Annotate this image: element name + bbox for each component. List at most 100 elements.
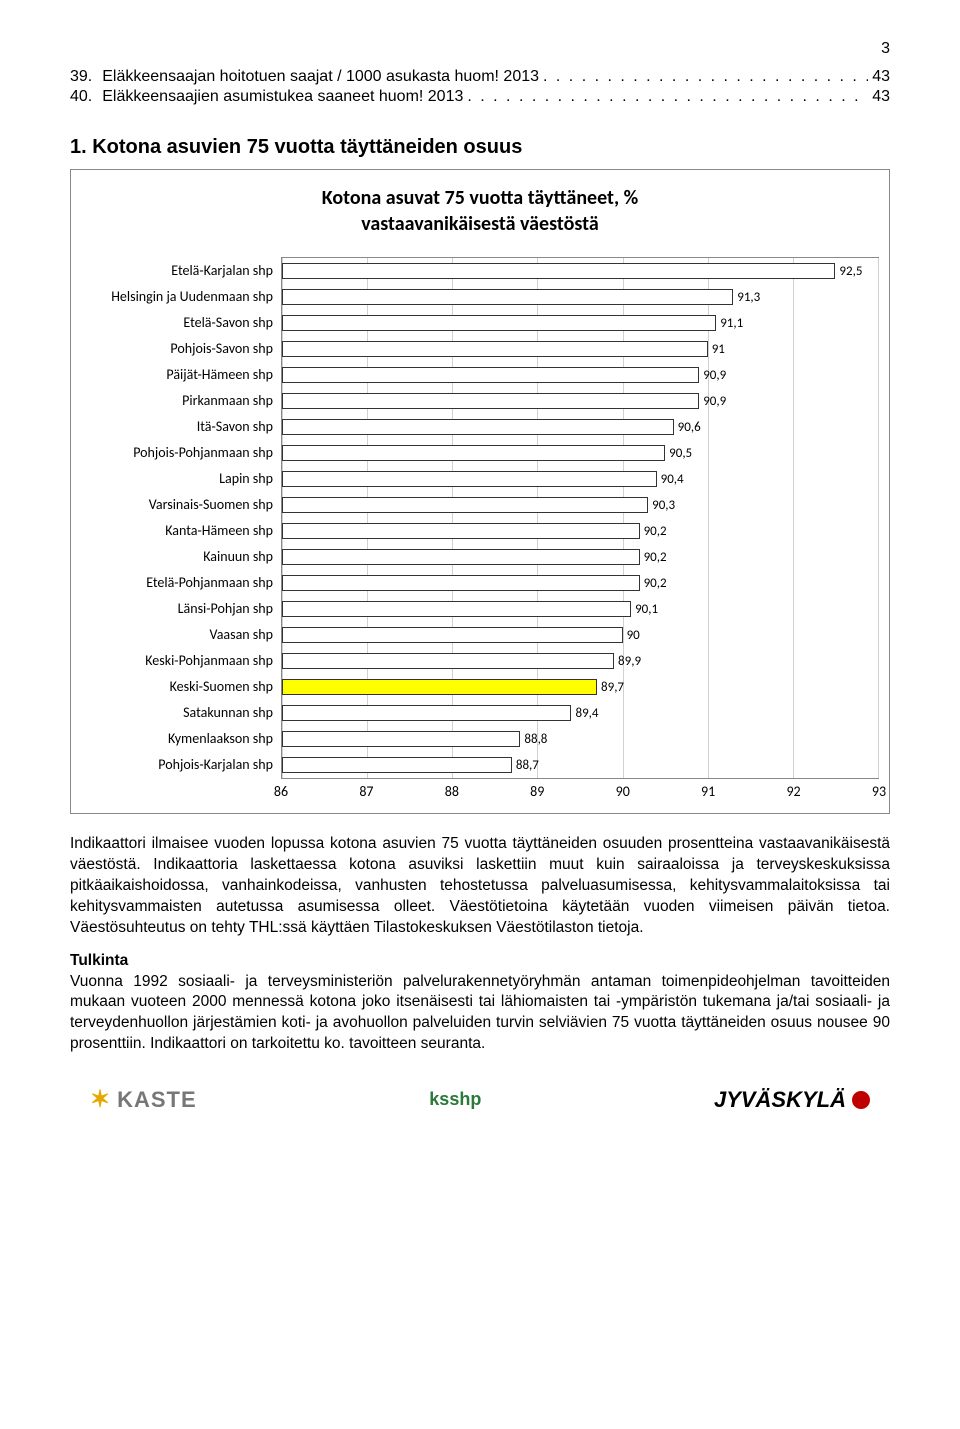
- footer-logos: ✶ KASTE ksshp JYVÄSKYLÄ: [70, 1085, 890, 1114]
- category-label: Kainuun shp: [81, 543, 281, 569]
- jyvaskyla-logo-text: JYVÄSKYLÄ: [714, 1087, 846, 1113]
- bar: [282, 497, 648, 513]
- category-label: Etelä-Savon shp: [81, 309, 281, 335]
- bar-value-label: 90,2: [644, 550, 667, 565]
- chart-body: Etelä-Karjalan shpHelsingin ja Uudenmaan…: [81, 257, 879, 779]
- category-label: Lapin shp: [81, 465, 281, 491]
- chart-title: Kotona asuvat 75 vuotta täyttäneet, %vas…: [81, 185, 879, 237]
- bar: [282, 523, 640, 539]
- bar-value-label: 90,9: [703, 394, 726, 409]
- x-tick-label: 92: [786, 783, 800, 800]
- category-label: Länsi-Pohjan shp: [81, 595, 281, 621]
- category-label: Keski-Suomen shp: [81, 673, 281, 699]
- bar: [282, 627, 623, 643]
- bar-row: 88,8: [282, 726, 878, 752]
- toc-page: 43: [872, 88, 890, 106]
- tulkinta-text: Vuonna 1992 sosiaali- ja terveysminister…: [70, 973, 890, 1053]
- category-labels: Etelä-Karjalan shpHelsingin ja Uudenmaan…: [81, 257, 281, 779]
- bar-value-label: 91,3: [737, 290, 760, 305]
- x-tick-label: 87: [359, 783, 373, 800]
- bar-row: 90: [282, 622, 878, 648]
- bar-row: 90,2: [282, 544, 878, 570]
- x-axis: 8687888990919293: [281, 779, 879, 803]
- bar-row: 92,5: [282, 258, 878, 284]
- bar-row: 89,7: [282, 674, 878, 700]
- bar: [282, 549, 640, 565]
- bar-row: 91,3: [282, 284, 878, 310]
- x-tick-label: 89: [530, 783, 544, 800]
- grid-line: [878, 258, 879, 778]
- bar-row: 90,2: [282, 570, 878, 596]
- bar-value-label: 89,9: [618, 654, 641, 669]
- toc: 39.Eläkkeensaajan hoitotuen saajat / 100…: [70, 68, 890, 106]
- toc-line: 39.Eläkkeensaajan hoitotuen saajat / 100…: [70, 68, 890, 86]
- bar-value-label: 90,4: [661, 472, 684, 487]
- page-number: 3: [70, 40, 890, 58]
- bar-value-label: 90,2: [644, 576, 667, 591]
- kaste-icon: ✶: [90, 1085, 111, 1114]
- bar: [282, 419, 674, 435]
- bar-row: 90,5: [282, 440, 878, 466]
- category-label: Pohjois-Pohjanmaan shp: [81, 439, 281, 465]
- bar: [282, 393, 699, 409]
- bar-value-label: 89,4: [575, 706, 598, 721]
- bar: [282, 705, 571, 721]
- toc-line: 40.Eläkkeensaajien asumistukea saaneet h…: [70, 88, 890, 106]
- bar: [282, 445, 665, 461]
- bar: [282, 289, 733, 305]
- bar-row: 89,9: [282, 648, 878, 674]
- kaste-logo-text: KASTE: [117, 1087, 197, 1113]
- category-label: Vaasan shp: [81, 621, 281, 647]
- bar-value-label: 90,2: [644, 524, 667, 539]
- x-tick-label: 93: [872, 783, 886, 800]
- jyvaskyla-logo: JYVÄSKYLÄ: [714, 1087, 870, 1113]
- bar: [282, 731, 520, 747]
- toc-leader: . . . . . . . . . . . . . . . . . . . . …: [543, 68, 868, 86]
- category-label: Itä-Savon shp: [81, 413, 281, 439]
- bar: [282, 367, 699, 383]
- bar-value-label: 90,3: [652, 498, 675, 513]
- ksshp-logo-text: ksshp: [429, 1089, 481, 1110]
- bars-container: 92,591,391,19190,990,990,690,590,490,390…: [282, 258, 878, 778]
- x-tick-label: 86: [274, 783, 288, 800]
- bar-value-label: 90,6: [678, 420, 701, 435]
- bar-value-label: 90,1: [635, 602, 658, 617]
- x-tick-label: 90: [616, 783, 630, 800]
- bar-row: 90,9: [282, 362, 878, 388]
- plot-area: 92,591,391,19190,990,990,690,590,490,390…: [281, 257, 879, 779]
- ksshp-logo: ksshp: [429, 1089, 481, 1110]
- bar-row: 91,1: [282, 310, 878, 336]
- bar: [282, 601, 631, 617]
- category-label: Helsingin ja Uudenmaan shp: [81, 283, 281, 309]
- category-label: Päijät-Hämeen shp: [81, 361, 281, 387]
- bar-value-label: 90: [627, 628, 640, 643]
- bar-value-label: 91: [712, 342, 725, 357]
- bar: [282, 575, 640, 591]
- category-label: Pohjois-Savon shp: [81, 335, 281, 361]
- category-label: Pohjois-Karjalan shp: [81, 751, 281, 777]
- bar: [282, 679, 597, 695]
- bar: [282, 471, 657, 487]
- bar-row: 90,4: [282, 466, 878, 492]
- toc-label: Eläkkeensaajien asumistukea saaneet huom…: [102, 88, 463, 106]
- jyvaskyla-dot-icon: [852, 1091, 870, 1109]
- chart-frame: Kotona asuvat 75 vuotta täyttäneet, %vas…: [70, 169, 890, 814]
- bar-row: 88,7: [282, 752, 878, 778]
- bar-row: 90,6: [282, 414, 878, 440]
- section-heading: 1. Kotona asuvien 75 vuotta täyttäneiden…: [70, 136, 890, 159]
- bar-value-label: 92,5: [839, 264, 862, 279]
- bar-row: 90,9: [282, 388, 878, 414]
- bar-value-label: 89,7: [601, 680, 624, 695]
- category-label: Etelä-Pohjanmaan shp: [81, 569, 281, 595]
- bar-row: 90,3: [282, 492, 878, 518]
- tulkinta: Tulkinta Vuonna 1992 sosiaali- ja tervey…: [70, 951, 890, 1056]
- toc-page: 43: [872, 68, 890, 86]
- bar-row: 91: [282, 336, 878, 362]
- category-label: Pirkanmaan shp: [81, 387, 281, 413]
- bar: [282, 315, 716, 331]
- category-label: Satakunnan shp: [81, 699, 281, 725]
- bar-value-label: 90,5: [669, 446, 692, 461]
- bar: [282, 263, 835, 279]
- toc-number: 39.: [70, 68, 92, 86]
- body-text: Indikaattori ilmaisee vuoden lopussa kot…: [70, 834, 890, 1055]
